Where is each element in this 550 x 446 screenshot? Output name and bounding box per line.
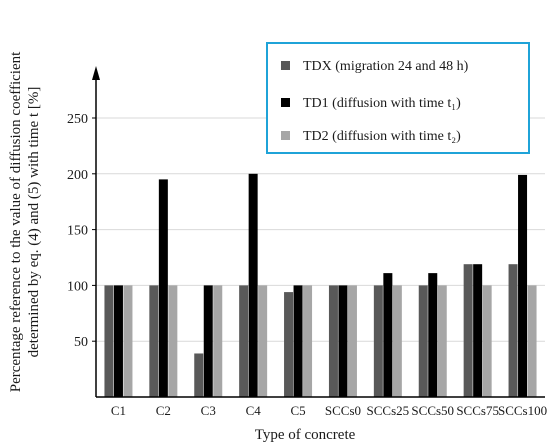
bar-sccs100-series-2 <box>518 174 528 397</box>
bar-c5-series-3 <box>303 285 313 397</box>
axes <box>92 66 545 398</box>
legend-box <box>266 42 530 154</box>
x-tick-label: SCCs75 <box>456 403 499 418</box>
bar-sccs50-series-1 <box>418 285 428 397</box>
bar-c2-series-3 <box>168 285 178 397</box>
bar-c5-series-1 <box>284 292 294 397</box>
bar-c1-series-1 <box>104 285 114 397</box>
legend-swatch-td2 <box>281 131 290 140</box>
bar-series <box>104 173 537 397</box>
bar-sccs0-series-3 <box>347 285 357 397</box>
bar-c2-series-1 <box>149 285 159 397</box>
x-tick-labels: C1 C2 C3 C4 C5 SCCs0 SCCs25 SCCs50 SCCs75 SCCs100 <box>111 403 547 418</box>
bar-sccs25-series-3 <box>392 285 402 397</box>
y-tick-label: 100 <box>67 279 88 294</box>
x-tick-label: C5 <box>290 403 305 418</box>
bar-sccs0-series-2 <box>338 285 348 397</box>
x-tick-label: C1 <box>111 403 126 418</box>
bar-c1-series-2 <box>113 285 123 397</box>
legend: TDX (migration 24 and 48 h) TD1 (diffusi… <box>266 42 530 154</box>
legend-swatch-tdx <box>281 61 290 70</box>
bar-sccs25-series-2 <box>383 273 393 397</box>
x-tick-label: SCCs50 <box>411 403 454 418</box>
x-tick-label: C4 <box>246 403 262 418</box>
bar-sccs25-series-1 <box>373 285 383 397</box>
bar-c4-series-2 <box>248 173 258 397</box>
legend-label-td2: TD2 (diffusion with time t₂) <box>303 129 461 144</box>
y-axis-label-line-2: determined by eq. (4) and (5) with time … <box>26 87 42 358</box>
bar-sccs100-series-3 <box>527 285 537 397</box>
y-axis-label-line-1: Percentage reference to the value of dif… <box>8 51 24 392</box>
x-tick-label: SCCs25 <box>367 403 410 418</box>
bar-c5-series-2 <box>293 285 303 397</box>
x-tick-label: C2 <box>156 403 171 418</box>
bar-sccs100-series-1 <box>508 264 518 397</box>
y-tick-label: 250 <box>67 112 88 127</box>
y-tick-label: 50 <box>74 335 88 350</box>
y-tick-label: 200 <box>67 168 88 183</box>
bar-sccs75-series-2 <box>473 264 483 397</box>
legend-swatch-td1 <box>281 98 290 107</box>
bar-sccs75-series-3 <box>482 285 492 397</box>
bar-c2-series-2 <box>158 179 168 397</box>
y-axis-arrow-icon <box>92 66 100 80</box>
x-tick-label: C3 <box>201 403 216 418</box>
x-axis-label: Type of concrete <box>255 427 356 443</box>
y-axis-label: Percentage reference to the value of dif… <box>8 51 42 392</box>
bar-c3-series-3 <box>213 285 223 397</box>
bar-sccs0-series-1 <box>328 285 338 397</box>
y-tick-labels: 50 100 150 200 250 <box>67 112 96 350</box>
bar-c4-series-1 <box>239 285 249 397</box>
bar-c4-series-3 <box>258 285 268 397</box>
bar-sccs75-series-1 <box>463 264 473 397</box>
x-tick-label: SCCs100 <box>498 403 547 418</box>
bar-sccs50-series-3 <box>437 285 447 397</box>
legend-label-tdx: TDX (migration 24 and 48 h) <box>303 59 469 74</box>
bar-c3-series-2 <box>203 285 213 397</box>
legend-label-td1: TD1 (diffusion with time t₁) <box>303 96 461 111</box>
x-tick-label: SCCs0 <box>325 403 361 418</box>
bar-c3-series-1 <box>194 353 204 397</box>
bar-c1-series-3 <box>123 285 133 397</box>
y-tick-label: 150 <box>67 224 88 239</box>
bar-sccs50-series-2 <box>428 273 438 397</box>
